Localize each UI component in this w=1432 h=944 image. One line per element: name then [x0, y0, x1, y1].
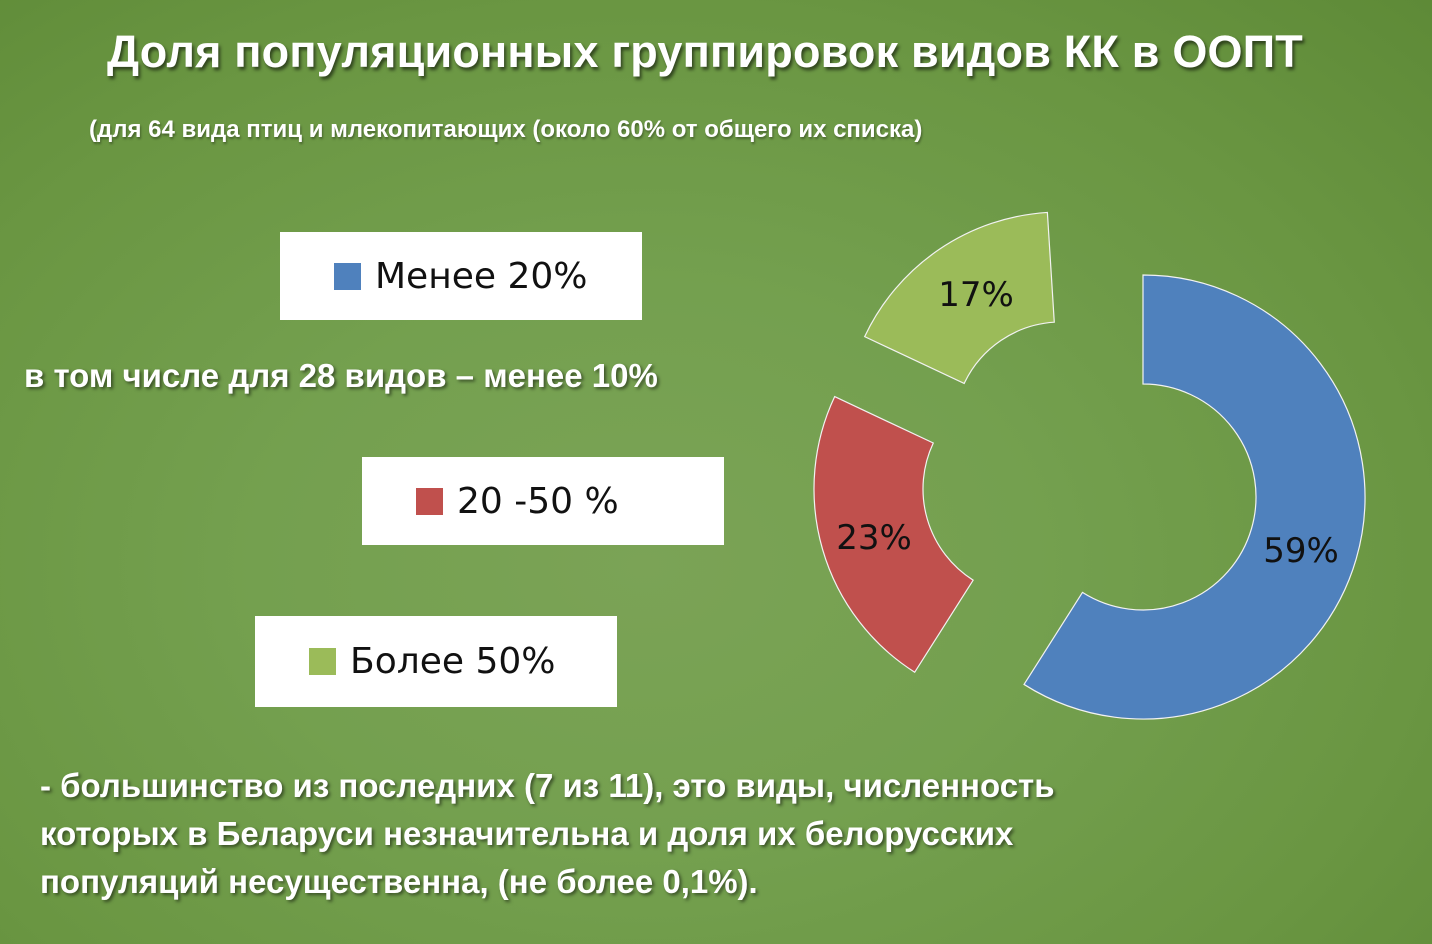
slice-blue	[1023, 274, 1366, 720]
slice-green	[863, 211, 1055, 385]
note-text: в том числе для 28 видов – менее 10%	[24, 357, 658, 394]
legend-swatch-blue-icon	[334, 262, 361, 290]
legend-swatch-green-icon	[309, 648, 336, 675]
slice-label-blue: 59%	[1263, 531, 1339, 571]
slice-label-red: 23%	[836, 518, 912, 558]
legend-item-more-50: Более 50%	[255, 616, 617, 707]
footer-text: - большинство из последних (7 из 11), эт…	[40, 762, 1300, 906]
footer-line: популяций несущественна, (не более 0,1%)…	[40, 863, 758, 900]
legend-label: Более 50%	[350, 641, 556, 682]
legend-label: 20 -50 %	[457, 480, 619, 522]
legend-label: Менее 20%	[375, 255, 588, 297]
slide-subtitle: (для 64 вида птиц и млекопитающих (около…	[89, 116, 923, 143]
slice-label-green: 17%	[938, 275, 1014, 315]
legend-swatch-red-icon	[416, 487, 443, 515]
footer-line: - большинство из последних (7 из 11), эт…	[40, 767, 1055, 804]
footer-line: которых в Беларуси незначительна и доля …	[40, 815, 1014, 852]
legend-item-less-20: Менее 20%	[280, 232, 642, 320]
slide-title: Доля популяционных группировок видов КК …	[106, 26, 1303, 77]
legend-item-20-50: 20 -50 %	[362, 457, 724, 545]
slice-red	[813, 395, 974, 674]
